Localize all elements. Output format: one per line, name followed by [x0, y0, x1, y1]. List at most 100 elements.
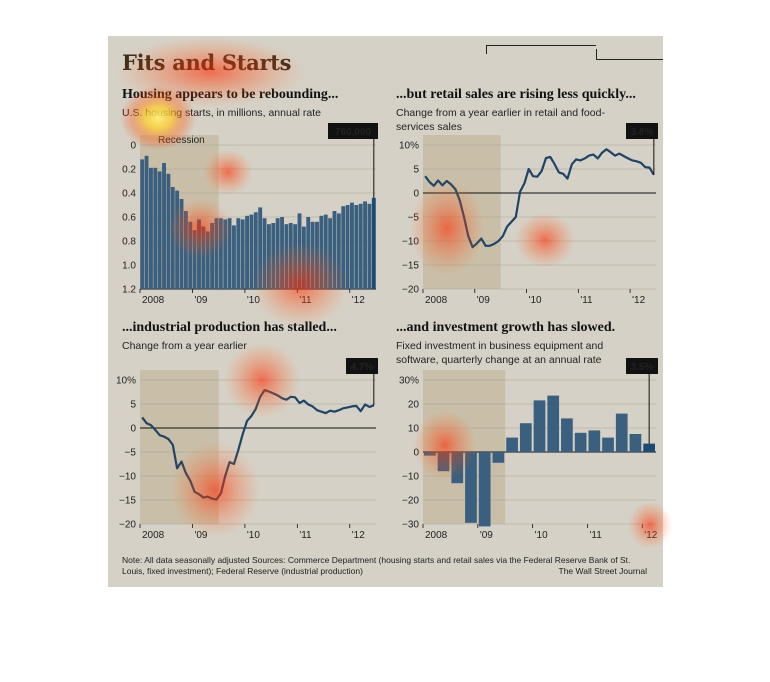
bar — [363, 201, 368, 289]
recession-label: Recession — [158, 135, 205, 146]
bar — [465, 452, 477, 523]
investment-subtitle: ...and investment growth has slowed. — [396, 320, 616, 335]
bar — [293, 224, 298, 289]
x-tick-label: '12 — [352, 530, 365, 541]
bar — [306, 217, 311, 289]
y-tick-label: −20 — [119, 520, 136, 531]
bar — [236, 218, 241, 289]
y-tick-label: 0 — [413, 189, 419, 200]
bar — [336, 213, 341, 289]
retail-description: Change from a year earlier in retail and… — [396, 107, 605, 133]
investment-description: Fixed investment in business equipment a… — [396, 340, 604, 366]
housing-chart: 0 0.2 0.4 0.6 0.8 1.0 1.2 2008 '09 '10 '11 '12 Reces… — [122, 123, 378, 306]
y-tick-label: −30 — [402, 520, 419, 531]
bar — [451, 452, 464, 484]
callout-label: 4.7% — [351, 362, 374, 373]
y-tick-label: −15 — [402, 261, 419, 272]
callout-box — [346, 358, 378, 374]
retail-chart: 10% 5 0 −5 −10 −15 −20 2008 '09 '10 '11 '12 3.8% — [399, 123, 658, 306]
page-title: Fits and Starts — [122, 50, 292, 75]
industrial-subtitle: ...industrial production has stalled... — [122, 320, 337, 335]
bar — [519, 423, 532, 452]
x-tick-label: '11 — [580, 295, 593, 306]
x-tick-label: '10 — [535, 530, 548, 541]
bar — [144, 155, 149, 289]
bar — [506, 437, 518, 452]
bar — [561, 418, 573, 452]
x-tick-label: '11 — [589, 530, 602, 541]
bar — [179, 199, 184, 289]
bar — [437, 452, 450, 472]
y-tick-label: 10% — [399, 141, 419, 152]
bar — [240, 219, 245, 289]
bar — [148, 167, 153, 289]
bar — [602, 437, 614, 452]
y-tick-label: −15 — [119, 496, 136, 507]
y-tick-label: −10 — [402, 472, 419, 483]
x-tick-label: 2008 — [425, 295, 448, 306]
bar — [218, 218, 223, 289]
industrial-chart: 10% 5 0 −5 −10 −15 −20 2008 '09 '10 '11 '12 4.7% — [116, 358, 378, 541]
x-tick-label: '11 — [299, 295, 312, 306]
investment-chart: 30% 20 10 0 −10 −20 −30 2008 '09 '10 '11 '12 3.5% — [399, 358, 658, 541]
x-tick-label: '10 — [529, 295, 542, 306]
bar — [266, 224, 271, 289]
bar — [280, 217, 284, 289]
x-tick-label: '10 — [247, 530, 260, 541]
y-tick-label: −20 — [402, 496, 419, 507]
callout-box — [626, 358, 658, 374]
bar — [301, 226, 306, 289]
bar — [210, 223, 215, 289]
y-tick-label: 0.8 — [122, 237, 136, 248]
x-tick-label: '12 — [644, 530, 657, 541]
y-tick-label: −5 — [408, 213, 420, 224]
callout-label: 3.8% — [631, 127, 654, 138]
bar — [371, 197, 376, 289]
infographic-card: Fits and Starts Housing appears to be re… — [108, 36, 663, 587]
y-tick-label: 5 — [413, 165, 419, 176]
bar — [367, 203, 372, 289]
bar — [197, 219, 201, 289]
bar — [319, 215, 324, 289]
bar — [205, 231, 210, 289]
housing-subtitle: Housing appears to be rebounding... — [122, 87, 339, 102]
bar — [232, 225, 236, 289]
bar — [275, 218, 280, 289]
bar — [478, 452, 491, 527]
bar — [166, 173, 171, 289]
y-tick-label: 0 — [130, 141, 136, 152]
y-tick-label: 0 — [413, 448, 419, 459]
x-tick-label: '09 — [194, 530, 207, 541]
bar — [424, 452, 436, 456]
x-tick-label: '12 — [632, 295, 645, 306]
x-tick-label: '11 — [299, 530, 312, 541]
bar — [615, 413, 628, 452]
bar — [288, 223, 293, 289]
bar — [341, 206, 346, 289]
bar — [258, 207, 263, 289]
bar — [284, 224, 289, 289]
y-tick-label: 10 — [408, 424, 420, 435]
y-tick-label: −10 — [119, 472, 136, 483]
decorative-rule — [596, 49, 597, 60]
y-tick-label: 0.4 — [122, 189, 136, 200]
x-tick-label: '12 — [352, 295, 365, 306]
y-tick-label: 30% — [399, 376, 419, 387]
bar — [162, 163, 166, 289]
bar — [328, 218, 333, 289]
bar — [192, 230, 197, 289]
bar — [547, 395, 560, 452]
recession-shading — [423, 370, 506, 524]
bar — [170, 187, 175, 289]
y-tick-label: −5 — [125, 448, 137, 459]
bar — [315, 221, 319, 289]
retail-subtitle: ...but retail sales are rising less quic… — [396, 87, 636, 102]
y-tick-label: 0.2 — [122, 165, 136, 176]
bar — [262, 218, 267, 289]
bar — [588, 430, 601, 452]
x-tick-label: '09 — [194, 295, 207, 306]
y-tick-label: 1.0 — [122, 261, 136, 272]
industrial-description: Change from a year earlier — [122, 340, 247, 352]
bar — [201, 226, 206, 289]
bar — [271, 223, 276, 289]
